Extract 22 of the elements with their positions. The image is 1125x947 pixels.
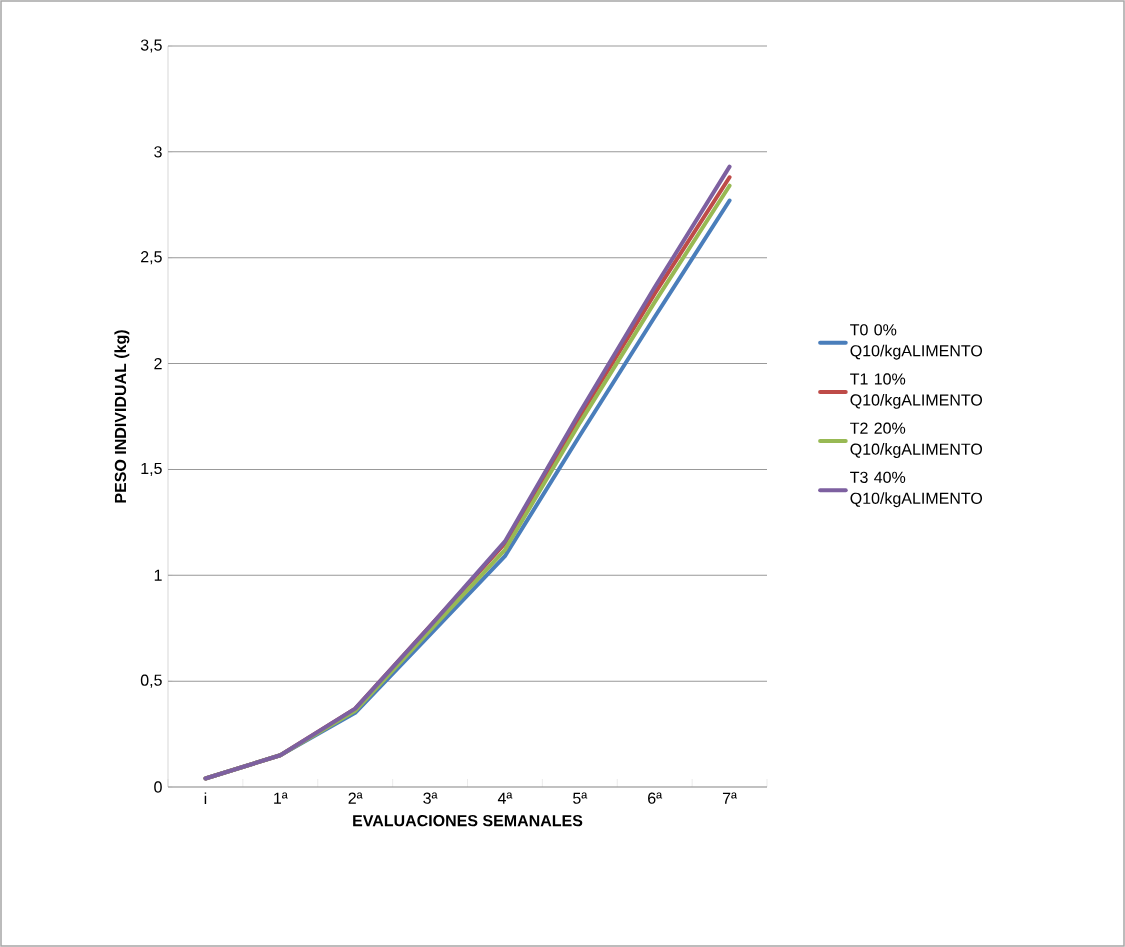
y-tick-label: 3 [154,146,162,158]
legend-label: T0 0% Q10/kgALIMENTO [850,324,983,360]
x-tick-label: i [204,792,207,805]
x-tick-label: 3ª [423,792,438,804]
y-tick-label: 0 [154,781,162,793]
x-tick-label: 5ª [573,792,588,804]
y-tick-label: 0,5 [140,674,162,688]
x-tick-label: 1ª [274,792,288,804]
y-tick-label: 1 [154,569,162,581]
y-axis-title: PESO INDIVIDUAL (kg) [114,330,130,503]
y-tick-label: 2 [154,357,162,370]
x-axis-title: EVALUACIONES SEMANALES [353,814,583,827]
y-tick-label: 1,5 [141,462,162,476]
x-tick-label: 2ª [348,792,363,804]
x-tick-label: 6ª [648,792,663,804]
legend-label: T1 10% Q10/kgALIMENTO [850,373,983,409]
x-tick-label: 7ª [722,792,738,804]
x-tick-label: 4ª [497,792,513,804]
legend-label: T2 20% Q10/kgALIMENTO [850,422,983,458]
y-tick-label: 3,5 [140,39,162,53]
legend-label: T3 40% Q10/kgALIMENTO [850,471,983,508]
y-tick-label: 2,5 [141,251,162,265]
